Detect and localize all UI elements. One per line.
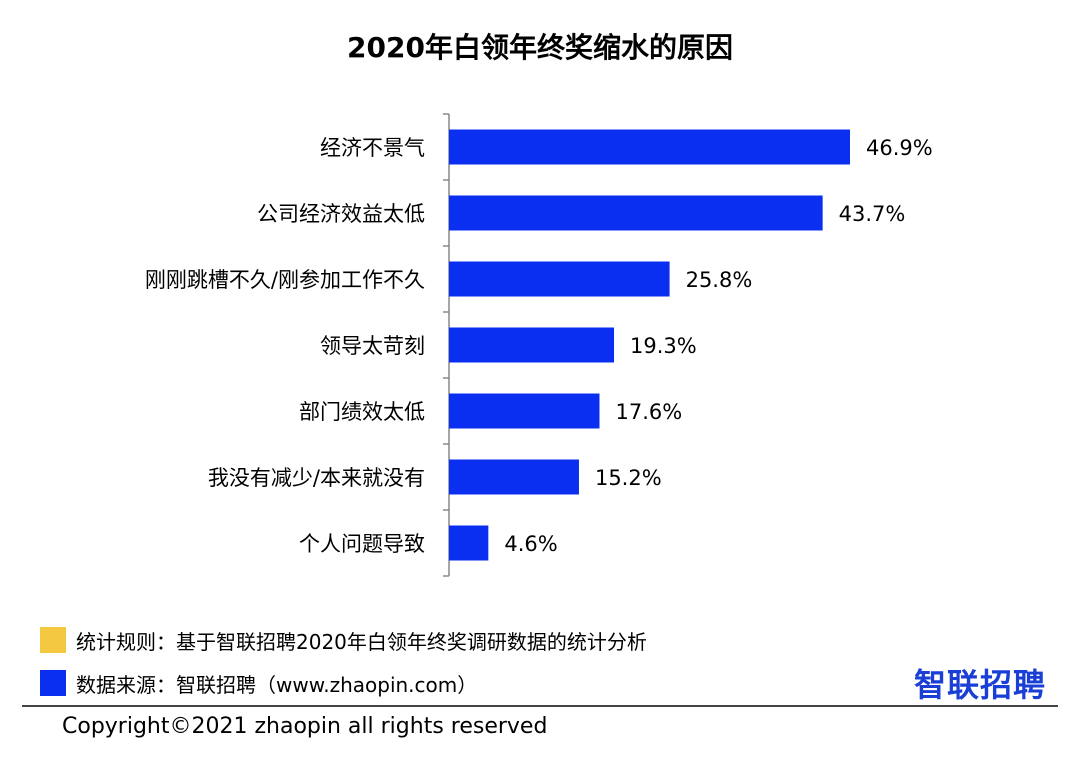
bar-4 (449, 393, 600, 429)
bar-0 (449, 129, 850, 165)
brand-logo: 智联招聘 (913, 666, 1046, 704)
category-label: 我没有减少/本来就没有 (208, 466, 425, 490)
yellow-square-icon (40, 627, 66, 653)
note-row-source: 数据来源：智联招聘（www.zhaopin.com） (40, 668, 477, 698)
blue-square-icon (40, 670, 66, 696)
value-label: 19.3% (630, 334, 697, 358)
bar-3 (449, 327, 615, 363)
bar-1 (449, 195, 823, 231)
category-label: 部门绩效太低 (299, 400, 425, 424)
bar-2 (449, 261, 670, 297)
value-label: 17.6% (615, 400, 682, 424)
note-rule-text: 统计规则：基于智联招聘2020年白领年终奖调研数据的统计分析 (76, 629, 647, 654)
bar-6 (449, 525, 489, 561)
footer-divider (22, 705, 1058, 707)
value-label: 15.2% (595, 466, 662, 490)
category-label: 个人问题导致 (299, 532, 425, 556)
value-label: 43.7% (839, 202, 906, 226)
chart-title: 2020年白领年终奖缩水的原因 (347, 31, 733, 64)
value-label: 46.9% (866, 136, 933, 160)
category-label: 领导太苛刻 (320, 334, 425, 358)
category-label: 经济不景气 (320, 136, 425, 160)
value-label: 25.8% (686, 268, 753, 292)
category-label: 刚刚跳槽不久/刚参加工作不久 (145, 268, 425, 292)
copyright-text: Copyright©2021 zhaopin all rights reserv… (62, 714, 548, 739)
note-row-rule: 统计规则：基于智联招聘2020年白领年终奖调研数据的统计分析 (40, 625, 647, 655)
bar-chart: 经济不景气 46.9% 公司经济效益太低 43.7% 刚刚跳槽不久/刚参加工作不久 25.… (145, 113, 933, 577)
category-label: 公司经济效益太低 (257, 202, 425, 226)
value-label: 4.6% (504, 532, 557, 556)
note-source-text: 数据来源：智联招聘（www.zhaopin.com） (76, 672, 478, 697)
bar-5 (449, 459, 579, 495)
